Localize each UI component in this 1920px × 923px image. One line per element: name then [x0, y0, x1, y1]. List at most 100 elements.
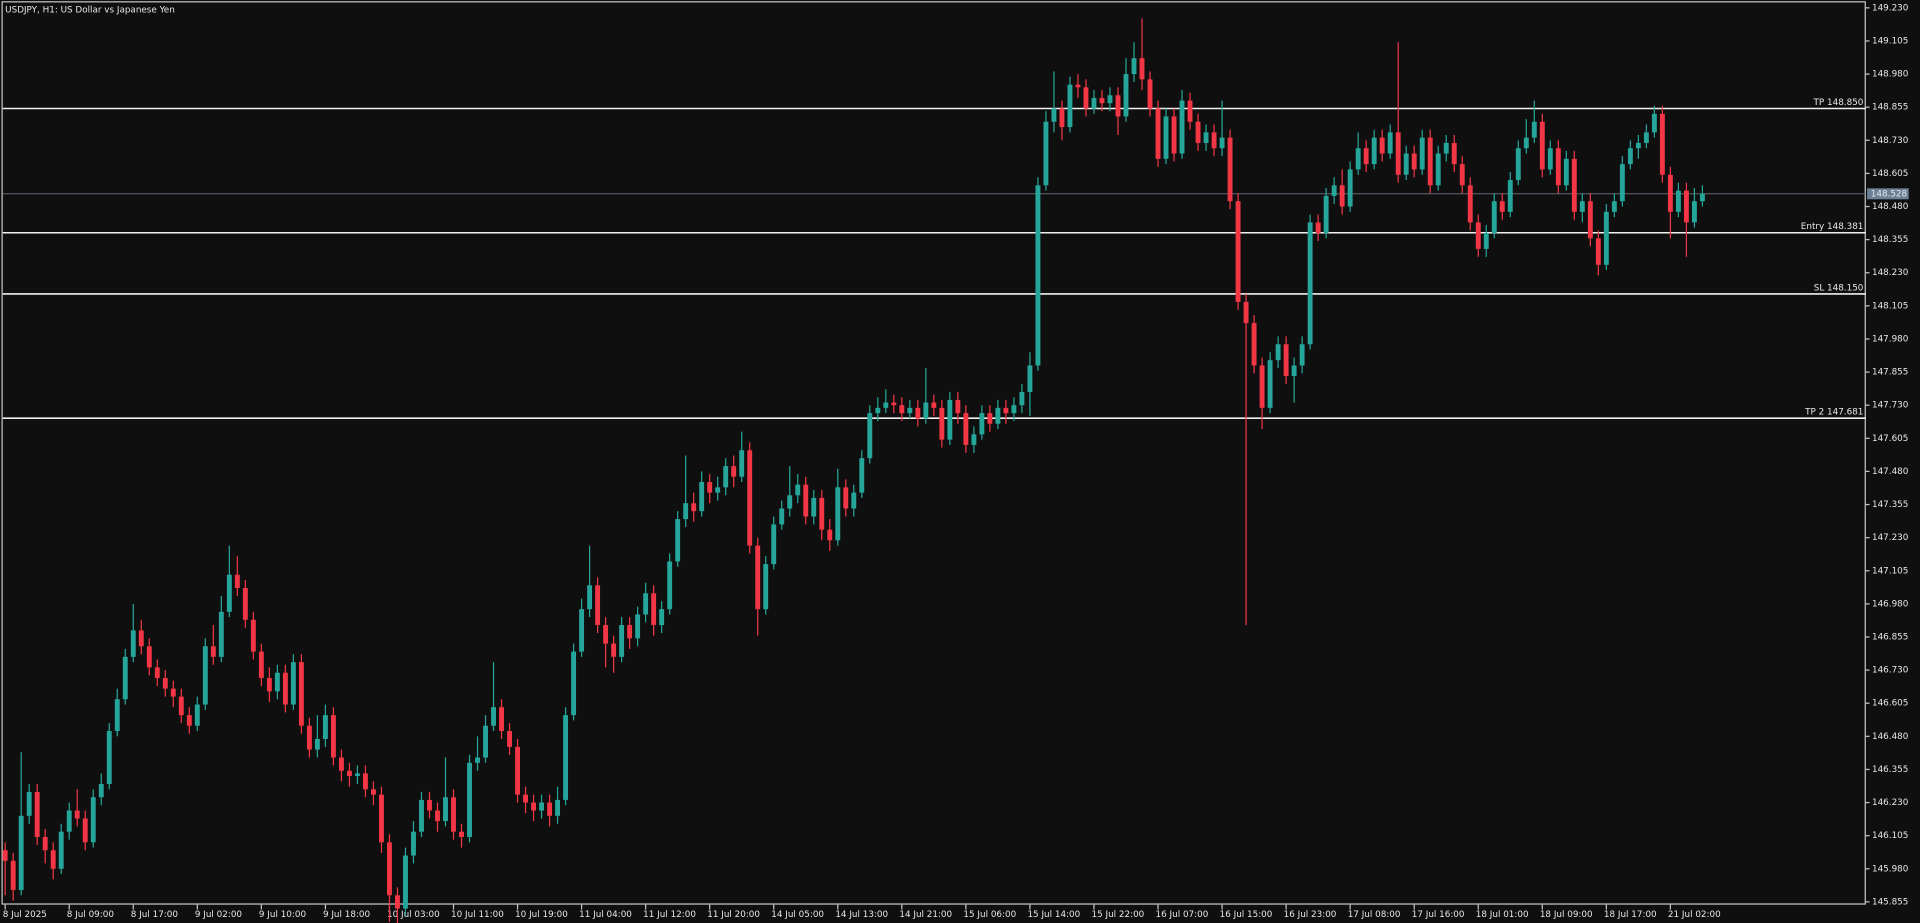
candle-body — [1611, 201, 1617, 212]
candle-body — [330, 715, 336, 758]
candle-body — [611, 643, 617, 657]
candle-body — [82, 818, 88, 843]
candle-body — [1059, 108, 1065, 128]
candle-body — [891, 402, 897, 406]
candle-body — [1483, 233, 1489, 249]
candle-body — [370, 789, 376, 795]
candle-body — [146, 646, 152, 668]
candle-body — [378, 794, 384, 843]
x-tick-label: 14 Jul 21:00 — [899, 910, 952, 920]
y-tick-label: 146.980 — [1872, 599, 1909, 609]
candle-body — [354, 773, 360, 777]
candle-body — [90, 797, 96, 843]
candle-body — [1043, 121, 1049, 186]
candle-body — [1627, 148, 1633, 165]
candle-body — [795, 484, 801, 496]
x-tick-label: 11 Jul 04:00 — [579, 910, 632, 920]
candle-body — [2, 850, 8, 861]
candle-body — [218, 611, 224, 657]
candle-body — [515, 746, 520, 795]
candle-body — [1027, 365, 1033, 392]
candle-body — [1347, 169, 1353, 207]
candle-body — [587, 585, 593, 610]
candle-body — [931, 402, 937, 408]
y-tick-label: 149.105 — [1872, 36, 1908, 46]
x-tick-label: 17 Jul 08:00 — [1348, 910, 1401, 920]
candle-body — [1531, 121, 1537, 138]
candle-body — [1259, 365, 1265, 408]
candle-body — [403, 855, 408, 909]
candle-body — [723, 466, 729, 488]
candle-body — [10, 860, 16, 890]
candle-body — [1427, 137, 1433, 186]
candle-body — [1507, 180, 1513, 212]
candle-body — [1331, 185, 1337, 196]
candle-body — [1083, 87, 1089, 109]
candle-body — [691, 503, 697, 512]
candle-body — [1443, 142, 1449, 154]
candle-body — [451, 797, 456, 832]
candle-body — [995, 407, 1001, 424]
x-tick-label: 16 Jul 15:00 — [1220, 910, 1273, 920]
candle-body — [1243, 301, 1249, 324]
y-tick-label: 148.855 — [1872, 103, 1908, 113]
candle-body — [1163, 116, 1169, 159]
candle-body — [1179, 100, 1185, 154]
candle-body — [58, 831, 64, 869]
candle-body — [651, 593, 657, 626]
x-tick-label: 15 Jul 22:00 — [1092, 910, 1145, 920]
candle-body — [1403, 153, 1409, 175]
candle-body — [1435, 153, 1441, 186]
candle-body — [1187, 100, 1193, 122]
y-tick-label: 147.480 — [1872, 467, 1909, 477]
candle-body — [1699, 193, 1705, 202]
y-tick-label: 145.855 — [1872, 897, 1908, 907]
candle-body — [1291, 365, 1297, 377]
candle-body — [419, 799, 424, 832]
candle-body — [1419, 137, 1425, 170]
candle-body — [122, 656, 128, 700]
candle-body — [635, 614, 641, 639]
candle-body — [1683, 190, 1689, 223]
y-tick-label: 148.480 — [1872, 202, 1909, 212]
candle-body — [170, 688, 176, 697]
candle-body — [1267, 360, 1273, 408]
candle-body — [1379, 137, 1385, 154]
candle-body — [491, 707, 496, 726]
candle-body — [42, 836, 48, 851]
candle-body — [346, 770, 352, 777]
candle-body — [619, 625, 625, 657]
x-tick-label: 16 Jul 07:00 — [1156, 910, 1209, 920]
candle-body — [1387, 132, 1393, 154]
x-tick-label: 15 Jul 14:00 — [1027, 910, 1080, 920]
candle-body — [899, 405, 905, 414]
x-tick-label: 8 Jul 2025 — [3, 910, 47, 920]
y-tick-label: 146.855 — [1872, 632, 1908, 642]
candle-body — [1203, 132, 1209, 143]
candle-body — [987, 413, 993, 424]
candle-body — [531, 802, 537, 811]
candle-body — [130, 630, 136, 657]
y-tick-label: 148.605 — [1872, 169, 1908, 179]
candle-body — [314, 738, 320, 750]
candle-body — [162, 678, 168, 689]
candle-body — [427, 799, 432, 811]
candle-body — [627, 625, 633, 639]
candle-body — [26, 791, 32, 816]
candle-body — [939, 407, 945, 440]
candle-body — [186, 715, 192, 726]
y-tick-label: 147.980 — [1872, 334, 1909, 344]
y-tick-label: 146.605 — [1872, 699, 1908, 709]
x-tick-label: 9 Jul 02:00 — [195, 910, 243, 920]
candle-body — [138, 630, 144, 647]
y-tick-label: 146.355 — [1872, 765, 1908, 775]
candle-body — [1131, 58, 1137, 75]
candle-body — [571, 651, 577, 716]
x-tick-label: 9 Jul 10:00 — [259, 910, 307, 920]
candle-body — [1603, 211, 1609, 265]
x-tick-label: 9 Jul 18:00 — [323, 910, 371, 920]
last-price-box — [1867, 188, 1909, 200]
candle-body — [883, 402, 889, 408]
candle-body — [1563, 158, 1569, 186]
y-tick-label: 146.105 — [1872, 831, 1908, 841]
